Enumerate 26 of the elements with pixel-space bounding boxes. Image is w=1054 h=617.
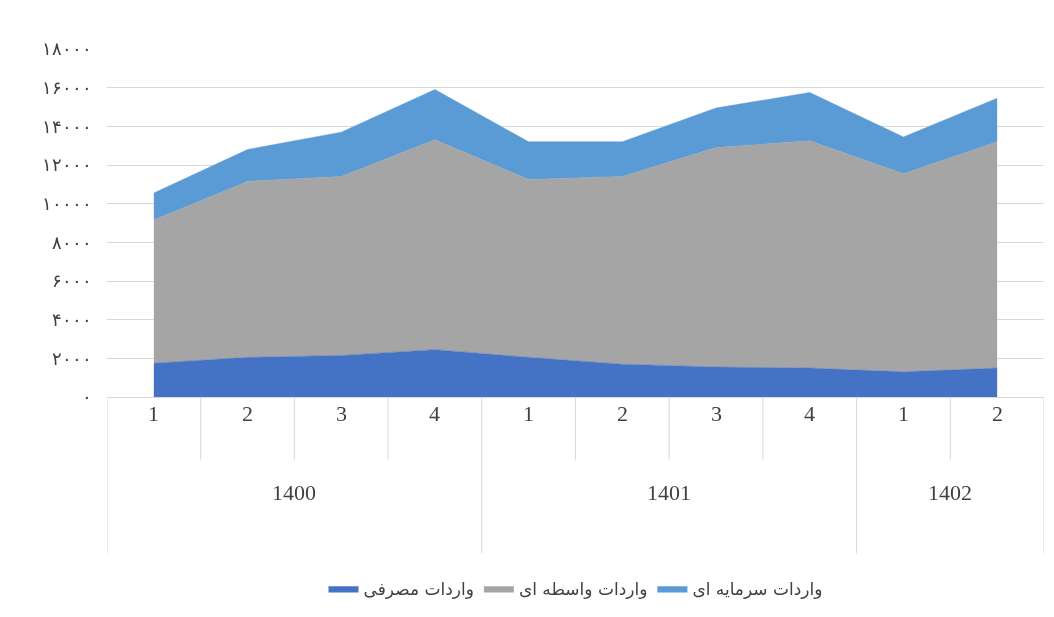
y-tick-label: ۱۴۰۰۰ — [42, 116, 92, 137]
legend-label: واردات سرمایه ای — [692, 579, 823, 600]
y-tick-label: ۸۰۰۰ — [52, 232, 92, 253]
y-tick-label: ۰ — [82, 387, 92, 408]
y-tick-label: ۴۰۰۰ — [52, 309, 92, 330]
x-tick-label: 4 — [804, 401, 815, 426]
y-tick-label: ۱۸۰۰۰ — [42, 39, 92, 60]
y-tick-label: ۱۲۰۰۰ — [42, 155, 92, 176]
x-tick-label: 1 — [523, 401, 534, 426]
y-tick-label: ۶۰۰۰ — [52, 271, 92, 292]
y-tick-label: ۲۰۰۰ — [52, 348, 92, 369]
x-tick-label: 3 — [336, 401, 347, 426]
y-tick-label: ۱۰۰۰۰ — [42, 193, 92, 214]
legend-label: واردات واسطه ای — [518, 579, 648, 600]
text: 1401 — [647, 480, 691, 505]
x-tick-label: 1 — [148, 401, 159, 426]
x-tick-label: 2 — [992, 401, 1003, 426]
legend-label: واردات مصرفی — [363, 579, 474, 600]
x-tick-label: 2 — [617, 401, 628, 426]
text: 1400 — [272, 480, 316, 505]
x-tick-label: 4 — [429, 401, 440, 426]
y-tick-label: ۱۶۰۰۰ — [42, 77, 92, 98]
text: 1402 — [928, 480, 972, 505]
x-tick-label: 3 — [711, 401, 722, 426]
x-tick-label: 1 — [898, 401, 909, 426]
x-tick-label: 2 — [242, 401, 253, 426]
